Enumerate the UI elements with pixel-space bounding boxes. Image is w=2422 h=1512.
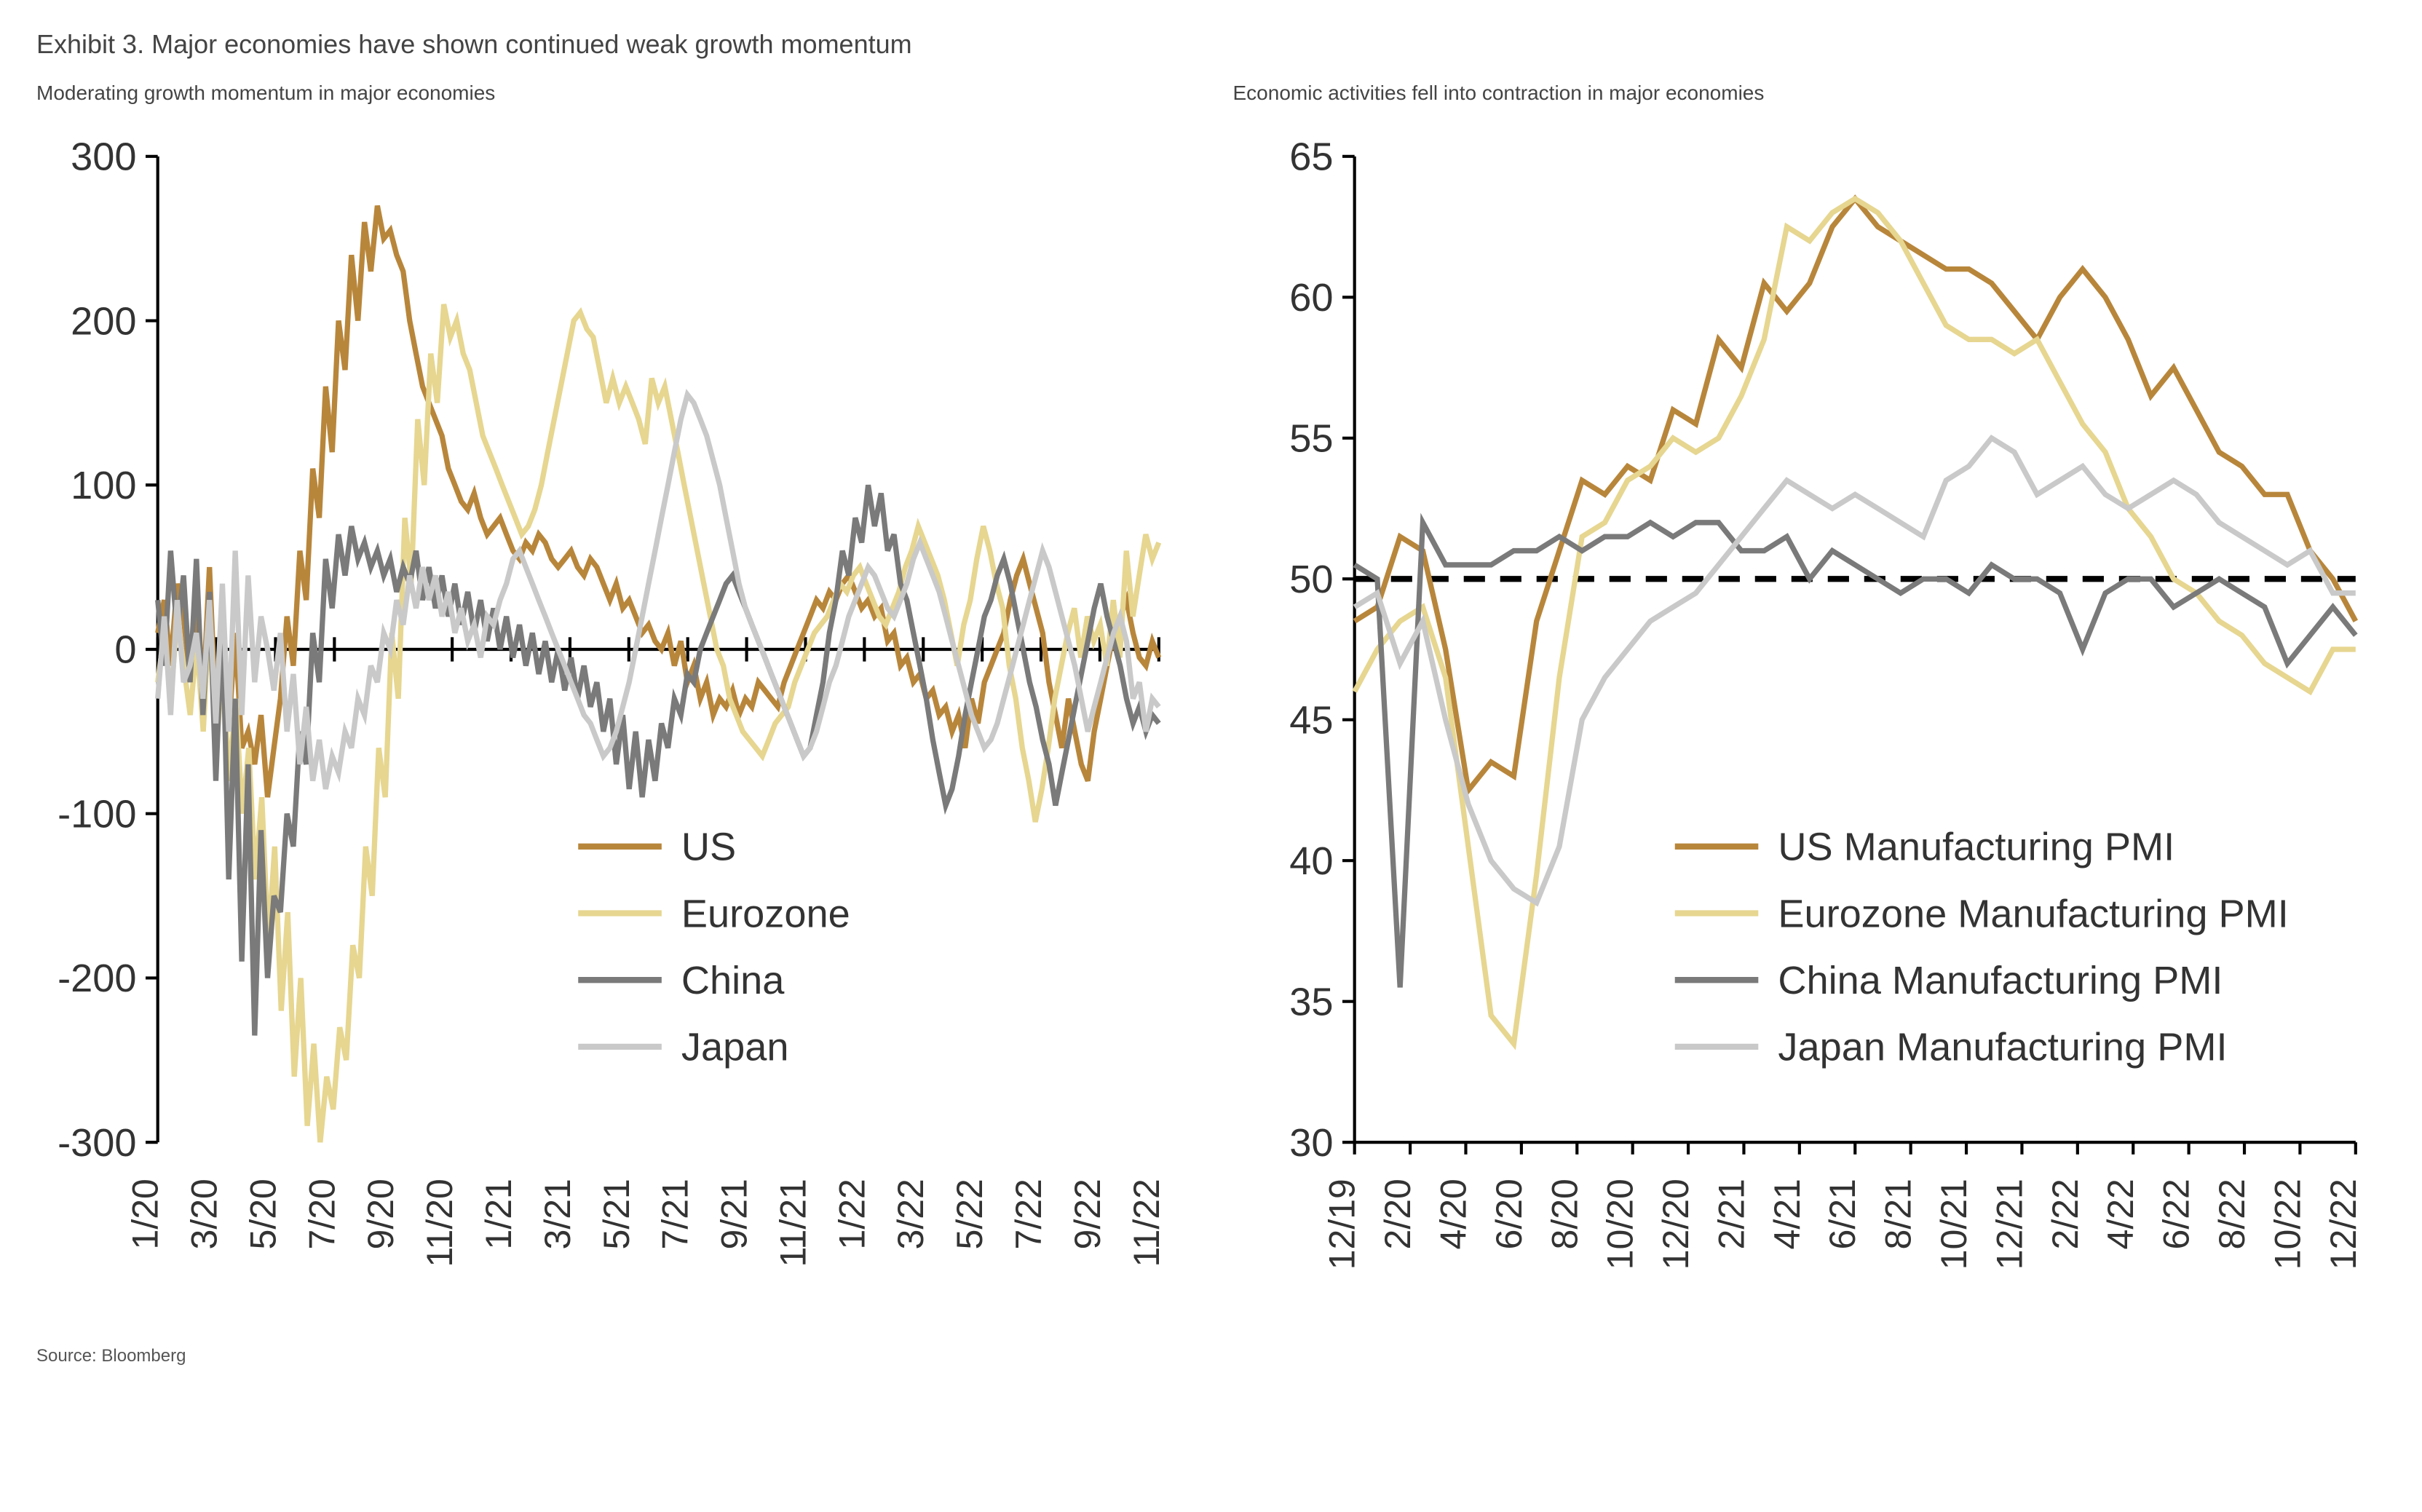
svg-text:10/21: 10/21 — [1934, 1179, 1974, 1270]
svg-text:6/22: 6/22 — [2156, 1179, 2196, 1249]
svg-text:6/21: 6/21 — [1822, 1179, 1863, 1249]
svg-text:1/20: 1/20 — [125, 1179, 166, 1249]
svg-text:4/21: 4/21 — [1766, 1179, 1807, 1249]
legend-label: Eurozone Manufacturing PMI — [1778, 892, 2288, 935]
left-chart-subtitle: Moderating growth momentum in major econ… — [36, 80, 1190, 132]
svg-text:7/21: 7/21 — [655, 1179, 696, 1249]
svg-text:3/22: 3/22 — [890, 1179, 931, 1249]
svg-text:1/22: 1/22 — [831, 1179, 872, 1249]
svg-text:11/20: 11/20 — [419, 1179, 460, 1267]
svg-text:11/22: 11/22 — [1126, 1179, 1167, 1267]
svg-text:100: 100 — [71, 464, 136, 507]
svg-text:30: 30 — [1289, 1121, 1333, 1165]
svg-text:300: 300 — [71, 141, 136, 179]
svg-text:1/21: 1/21 — [478, 1179, 519, 1249]
svg-text:4/20: 4/20 — [1433, 1179, 1473, 1249]
svg-text:7/20: 7/20 — [301, 1179, 342, 1249]
right-chart-panel: Economic activities fell into contractio… — [1233, 80, 2386, 1324]
svg-text:2/21: 2/21 — [1711, 1179, 1752, 1249]
svg-text:4/22: 4/22 — [2100, 1179, 2141, 1249]
svg-text:-300: -300 — [58, 1121, 136, 1165]
legend-label: Japan Manufacturing PMI — [1778, 1026, 2227, 1069]
legend-label: US Manufacturing PMI — [1778, 826, 2174, 869]
svg-text:50: 50 — [1289, 558, 1333, 601]
svg-text:35: 35 — [1289, 980, 1333, 1024]
charts-row: Moderating growth momentum in major econ… — [36, 80, 2386, 1324]
legend-label: China Manufacturing PMI — [1778, 959, 2223, 1002]
svg-text:9/20: 9/20 — [360, 1179, 401, 1249]
svg-text:5/20: 5/20 — [242, 1179, 283, 1249]
svg-text:200: 200 — [71, 299, 136, 343]
svg-text:8/20: 8/20 — [1544, 1179, 1585, 1249]
exhibit-title: Exhibit 3. Major economies have shown co… — [36, 29, 2386, 60]
svg-text:5/22: 5/22 — [949, 1179, 990, 1249]
svg-text:55: 55 — [1289, 417, 1333, 461]
svg-text:3/20: 3/20 — [184, 1179, 225, 1249]
left-chart-panel: Moderating growth momentum in major econ… — [36, 80, 1190, 1324]
left-chart: -300 -200 -100 0 100 200 300 1/20 3/20 5/20 7/20 9/… — [36, 141, 1190, 1324]
svg-text:12/20: 12/20 — [1655, 1179, 1696, 1270]
svg-text:12/22: 12/22 — [2322, 1179, 2363, 1270]
svg-text:8/21: 8/21 — [1877, 1179, 1918, 1249]
svg-text:10/22: 10/22 — [2267, 1179, 2308, 1270]
svg-text:11/21: 11/21 — [772, 1179, 813, 1267]
svg-text:-200: -200 — [58, 957, 136, 1000]
svg-text:60: 60 — [1289, 276, 1333, 320]
svg-text:8/22: 8/22 — [2212, 1179, 2252, 1249]
svg-text:2/20: 2/20 — [1377, 1179, 1418, 1249]
source-text: Source: Bloomberg — [36, 1346, 2386, 1366]
right-chart-subtitle: Economic activities fell into contractio… — [1233, 80, 2386, 132]
svg-text:65: 65 — [1289, 141, 1333, 179]
svg-text:12/21: 12/21 — [1989, 1179, 2030, 1270]
svg-text:-100: -100 — [58, 792, 136, 836]
svg-text:2/22: 2/22 — [2044, 1179, 2085, 1249]
legend-label: US — [681, 826, 736, 869]
right-chart: 30 35 40 45 50 55 60 65 12/19 2/20 4/20 6/20 8/20 10/… — [1233, 141, 2386, 1324]
legend-label: China — [681, 959, 785, 1002]
legend-label: Japan — [681, 1026, 789, 1069]
svg-text:40: 40 — [1289, 839, 1333, 883]
svg-text:0: 0 — [114, 628, 136, 672]
svg-text:9/22: 9/22 — [1067, 1179, 1108, 1249]
svg-text:10/20: 10/20 — [1599, 1179, 1640, 1270]
svg-text:6/20: 6/20 — [1488, 1179, 1529, 1249]
svg-text:3/21: 3/21 — [537, 1179, 578, 1249]
svg-text:12/19: 12/19 — [1321, 1179, 1362, 1270]
svg-text:9/21: 9/21 — [714, 1179, 755, 1249]
legend-label: Eurozone — [681, 892, 850, 935]
svg-text:5/21: 5/21 — [596, 1179, 637, 1249]
svg-text:7/22: 7/22 — [1008, 1179, 1049, 1249]
svg-text:45: 45 — [1289, 698, 1333, 742]
